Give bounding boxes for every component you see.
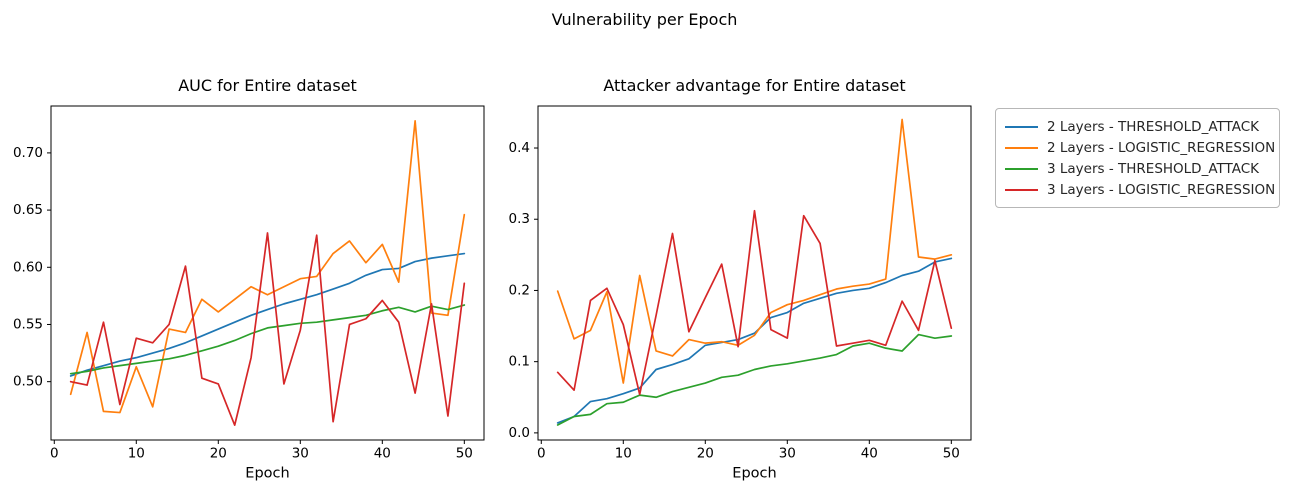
x-tick-label: 40 (861, 446, 878, 462)
subplot-title-auc: AUC for Entire dataset (178, 76, 357, 95)
y-tick-label: 0.70 (13, 145, 43, 161)
x-tick-label: 30 (292, 446, 309, 462)
legend-label: 3 Layers - THRESHOLD_ATTACK (1047, 160, 1259, 177)
x-tick-label: 20 (697, 446, 714, 462)
legend-label: 2 Layers - LOGISTIC_REGRESSION (1047, 139, 1276, 156)
x-tick-label: 10 (128, 446, 145, 462)
x-tick-label: 0 (50, 446, 59, 462)
x-tick-label: 50 (943, 446, 960, 462)
legend-label: 3 Layers - LOGISTIC_REGRESSION (1047, 181, 1276, 198)
legend-line-swatch (1005, 167, 1038, 170)
x-axis-label: Epoch (732, 466, 776, 482)
y-tick-label: 0.2 (509, 282, 530, 298)
y-tick-label: 0.0 (509, 425, 530, 441)
series-line (69, 120, 466, 414)
series-line (69, 232, 466, 426)
series-line (556, 257, 953, 424)
y-tick-label: 0.1 (509, 354, 530, 370)
series-line (69, 252, 466, 377)
y-tick-label: 0.50 (13, 374, 43, 390)
axes-box (50, 105, 485, 441)
legend-item: 3 Layers - THRESHOLD_ATTACK (1005, 158, 1270, 179)
legend-item: 2 Layers - LOGISTIC_REGRESSION (1005, 137, 1275, 158)
x-tick-label: 30 (779, 446, 796, 462)
axes-box (537, 105, 972, 441)
y-tick-label: 0.3 (509, 211, 530, 227)
x-tick-label: 20 (210, 446, 227, 462)
subplot-title-advantage: Attacker advantage for Entire dataset (603, 76, 906, 95)
x-tick-label: 0 (537, 446, 546, 462)
y-tick-label: 0.65 (13, 202, 43, 218)
series-line (556, 118, 953, 384)
legend-item: 3 Layers - LOGISTIC_REGRESSION (1005, 179, 1275, 200)
y-tick-label: 0.4 (509, 140, 530, 156)
legend-label: 2 Layers - THRESHOLD_ATTACK (1047, 118, 1259, 135)
legend-line-swatch (1005, 146, 1038, 149)
x-tick-label: 50 (456, 446, 473, 462)
series-line (69, 304, 466, 375)
legend-line-swatch (1005, 188, 1038, 191)
legend-line-swatch (1005, 125, 1038, 128)
y-tick-label: 0.60 (13, 259, 43, 275)
legend-box: 2 Layers - THRESHOLD_ATTACK 2 Layers - LO… (995, 108, 1280, 208)
y-tick-label: 0.55 (13, 316, 43, 332)
x-tick-label: 10 (615, 446, 632, 462)
x-tick-label: 40 (374, 446, 391, 462)
series-line (556, 209, 953, 396)
figure-title: Vulnerability per Epoch (551, 10, 738, 29)
x-axis-label: Epoch (245, 466, 289, 482)
series-line (556, 333, 953, 426)
legend-item: 2 Layers - THRESHOLD_ATTACK (1005, 116, 1270, 137)
